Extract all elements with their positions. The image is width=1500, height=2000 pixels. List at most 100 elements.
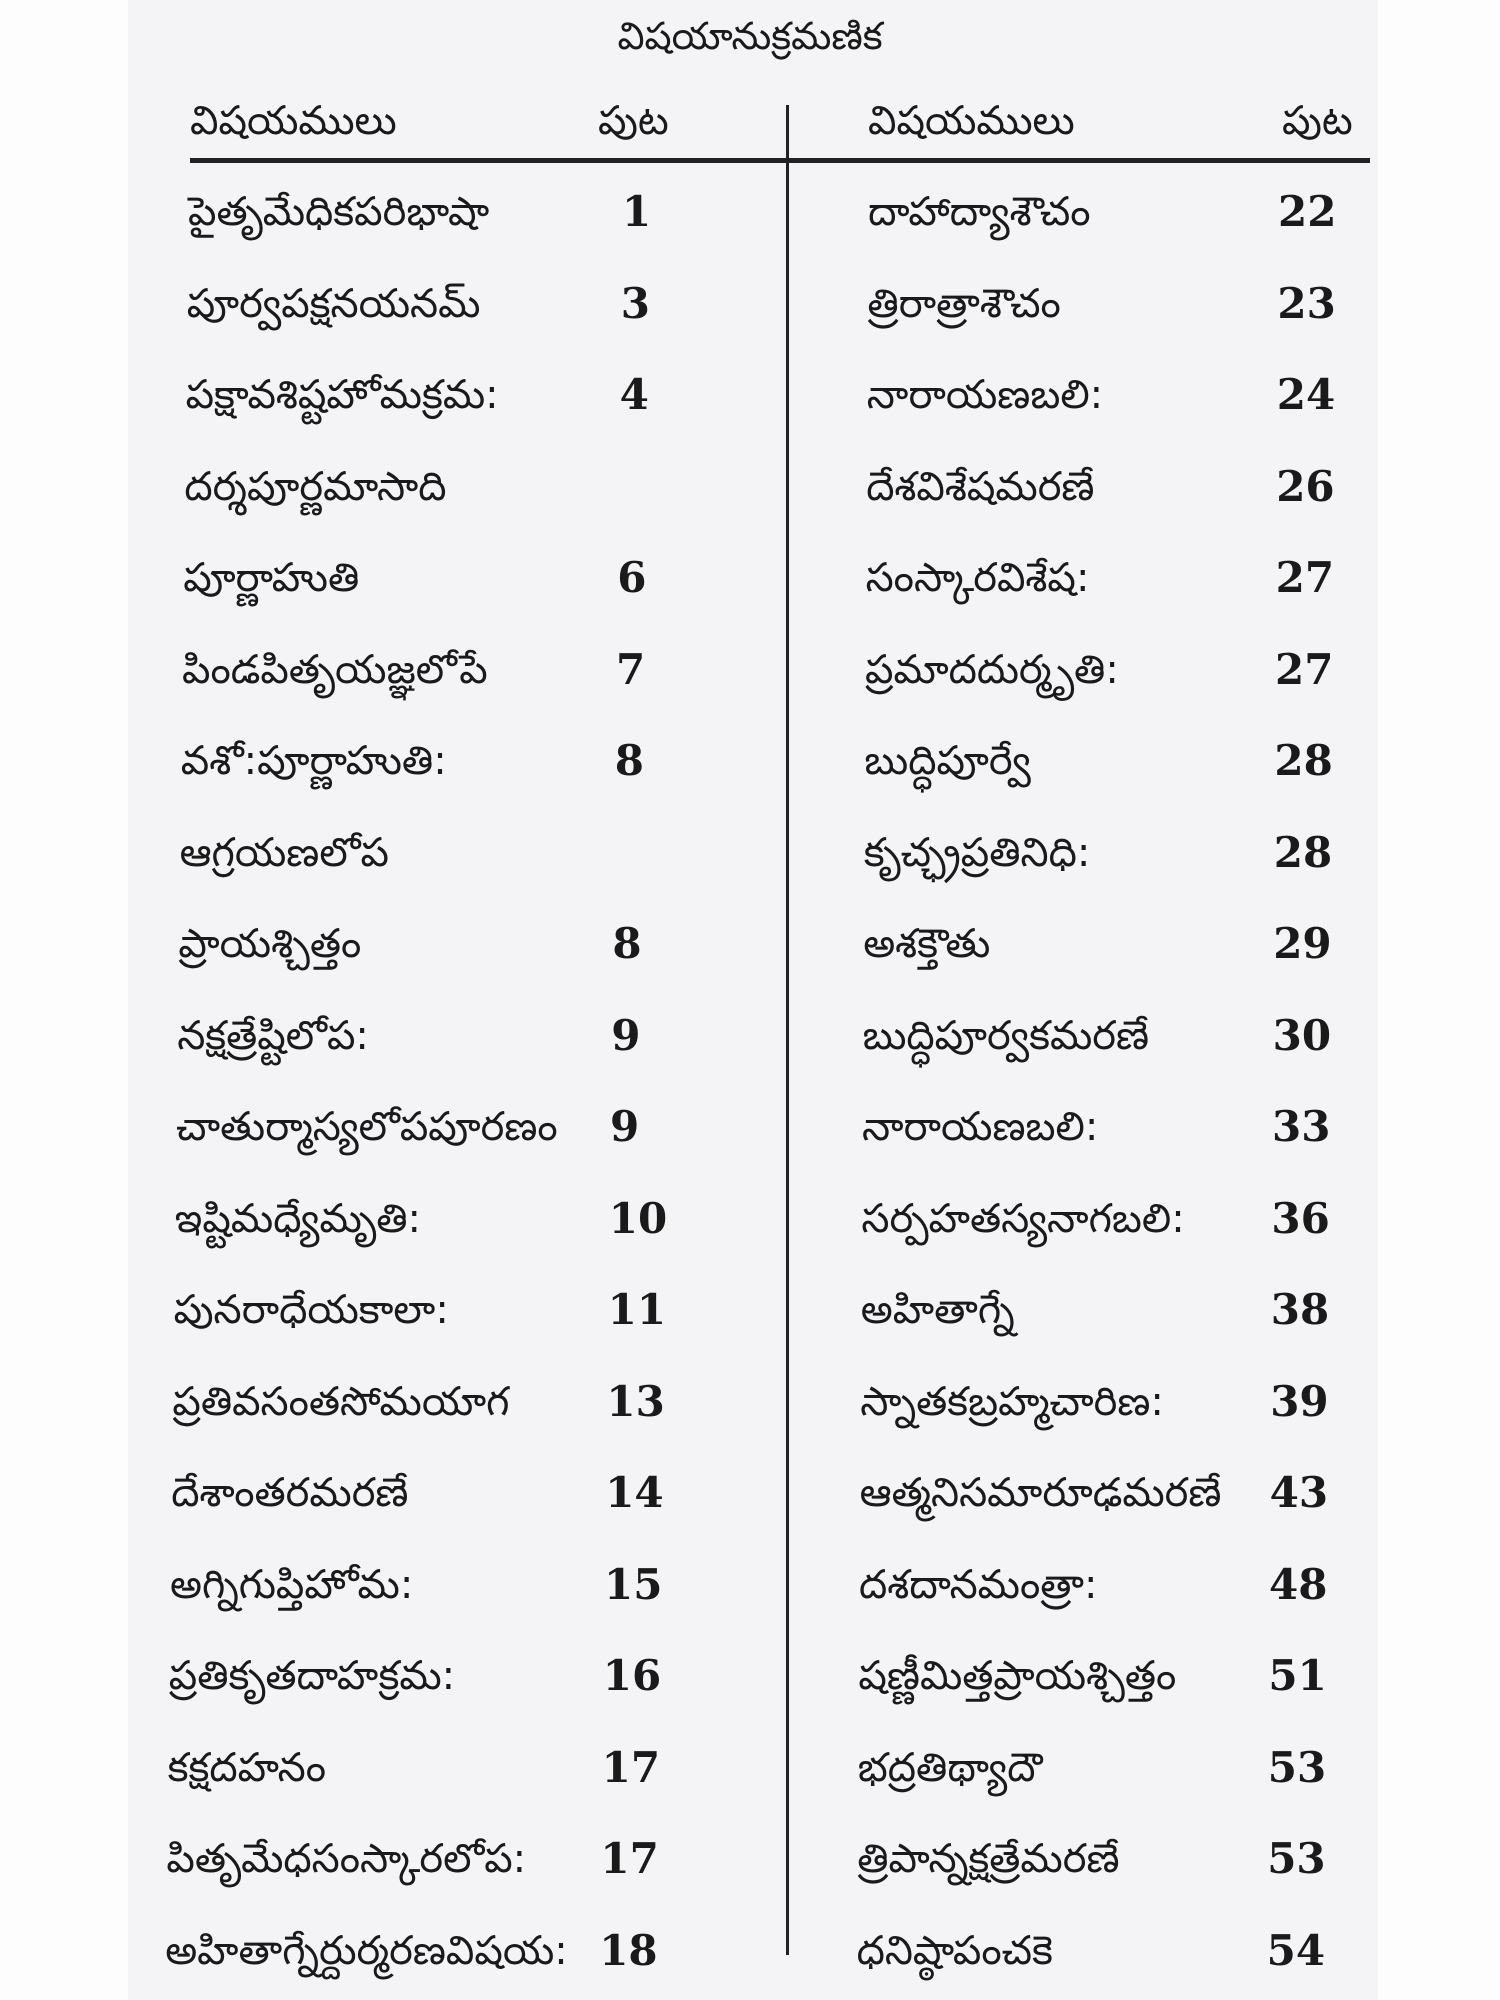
toc-topic: ప్రమాదదుర్మృతి: xyxy=(865,646,1119,693)
toc-topic: అహితాగ్నే xyxy=(860,1287,1015,1333)
toc-topic: ప్రతికృతదాహక్రమ: xyxy=(168,1653,456,1699)
toc-page-number: 24 xyxy=(1276,370,1336,419)
toc-topic: వశో:పూర్ణాహుతి: xyxy=(180,738,447,784)
toc-topic: త్రిరాత్రాశౌచం xyxy=(867,280,1061,327)
toc-page-number: 22 xyxy=(1278,187,1337,236)
toc-topic: పిండపితృయజ్ఞలోపే xyxy=(182,646,488,693)
toc-entry: ప్రతివసంతసోమయాగ 13 xyxy=(172,1362,744,1442)
toc-page-number: 10 xyxy=(608,1193,668,1243)
toc-page-number: 17 xyxy=(600,1834,659,1883)
toc-topic: నారాయణబలి: xyxy=(866,372,1104,418)
toc-topic: పూర్ణాహుతి xyxy=(183,555,360,601)
column-divider xyxy=(786,105,789,1955)
toc-page-number: 51 xyxy=(1268,1651,1327,1700)
toc-page-number: 8 xyxy=(614,736,645,785)
toc-page-number: 3 xyxy=(620,278,651,328)
toc-entry: దేశవిశేషమరణే 26 xyxy=(866,447,1368,527)
toc-entry: అశక్తౌతు 29 xyxy=(863,904,1365,984)
toc-topic: నారాయణబలి: xyxy=(862,1104,1099,1150)
toc-entry: దేశాంతరమరణే 14 xyxy=(171,1453,743,1533)
toc-topic: దేశాంతరమరణే xyxy=(171,1470,409,1516)
toc-entry: ప్రమాదదుర్మృతి: 27 xyxy=(865,630,1367,710)
toc-page-number: 33 xyxy=(1272,1102,1331,1151)
toc-topic: అహితాగ్నేర్దుర్మరణవిషయ: xyxy=(165,1927,568,1974)
toc-page-number: 53 xyxy=(1267,1742,1327,1792)
toc-entry: బుద్ధిపూర్వే 28 xyxy=(864,721,1366,801)
toc-entry: పితృమేధసంస్కారలోప: 17 xyxy=(166,1819,738,1899)
toc-entry: దాహాద్యాశౌచం 22 xyxy=(868,172,1370,252)
toc-topic: ప్రతివసంతసోమయాగ xyxy=(172,1378,510,1425)
toc-entry: చాతుర్మాస్యలోపపూరణం 9 xyxy=(176,1087,748,1167)
toc-entry: ఆత్మనిసమారూఢమరణే 43 xyxy=(860,1453,1362,1533)
toc-page-number: 48 xyxy=(1269,1559,1328,1609)
toc-entry: పూర్వపక్షనయనమ్ 3 xyxy=(187,264,759,344)
toc-topic: దర్శపూర్ణమాసాది xyxy=(184,463,447,510)
toc-entry: నారాయణబలి: 33 xyxy=(862,1087,1364,1167)
toc-page-number: 18 xyxy=(599,1925,658,1975)
toc-page-number: 15 xyxy=(604,1559,663,1609)
toc-topic: చాతుర్మాస్యలోపపూరణం xyxy=(176,1104,558,1150)
toc-page-number: 28 xyxy=(1273,827,1333,877)
toc-entry: నారాయణబలి: 24 xyxy=(867,355,1369,435)
toc-entry: పిండపితృయజ్ఞలోపే 7 xyxy=(182,630,754,710)
toc-page-number: 17 xyxy=(601,1742,661,1792)
toc-topic: సర్పహతస్యనాగబలి: xyxy=(861,1195,1185,1242)
toc-entry: నక్షత్రేష్టిలోప: 9 xyxy=(177,996,749,1076)
toc-page-number: 13 xyxy=(606,1376,665,1426)
toc-entry: దర్శపూర్ణమాసాది xyxy=(184,447,756,527)
toc-topic: దాహాద్యాశౌచం xyxy=(868,189,1091,235)
toc-entry: అహితాగ్నే 38 xyxy=(861,1270,1363,1350)
toc-topic: పక్షావశిష్టహోమక్రమ: xyxy=(185,372,499,418)
toc-topic: పితృమేధసంస్కారలోప: xyxy=(166,1836,527,1882)
toc-page-number: 9 xyxy=(611,1010,641,1060)
toc-topic: అశక్తౌతు xyxy=(863,921,991,967)
toc-page-number: 27 xyxy=(1275,644,1334,694)
toc-topic: ఆత్మనిసమారూఢమరణే xyxy=(859,1470,1222,1516)
toc-entry: ప్రతికృతదాహక్రమ: 16 xyxy=(169,1636,741,1716)
toc-page-number: 23 xyxy=(1277,278,1336,328)
toc-entry: వశో:పూర్ణాహుతి: 8 xyxy=(181,721,753,801)
toc-entry: ప్రాయశ్చిత్తం 8 xyxy=(178,904,750,984)
toc-entry: ఇష్టిమధ్యేమృతి: 10 xyxy=(175,1179,747,1259)
toc-entry: కక్షదహనం 17 xyxy=(168,1728,740,1808)
toc-topic: సంస్కారవిశేష: xyxy=(865,555,1090,601)
toc-topic: త్రిపాన్నక్షత్రేమరణే xyxy=(857,1836,1120,1882)
toc-page-number: 54 xyxy=(1266,1925,1326,1975)
toc-page-number: 36 xyxy=(1271,1193,1330,1243)
toc-entry: ధనిష్ఠాపంచకె 54 xyxy=(857,1911,1359,1991)
toc-topic: కక్షదహనం xyxy=(167,1744,327,1791)
toc-entry: సంస్కారవిశేష: 27 xyxy=(866,538,1368,618)
header-rule xyxy=(190,158,1370,163)
toc-topic: ఇష్టిమధ్యేమృతి: xyxy=(174,1195,421,1242)
toc-topic: అగ్నిగుప్తిహోమ: xyxy=(170,1561,414,1608)
toc-entry: దశదానమంత్రా: 48 xyxy=(859,1545,1361,1625)
toc-page-number: 28 xyxy=(1274,736,1333,785)
toc-page-number: 7 xyxy=(616,644,646,694)
toc-page-number: 1 xyxy=(622,187,652,236)
toc-topic: ఆగ్రయణలోప xyxy=(179,829,389,876)
toc-entry: పూర్ణాహుతి 6 xyxy=(183,538,755,618)
toc-topic: స్నాతకబ్రహ్మచారిణ: xyxy=(860,1378,1164,1425)
page-background xyxy=(128,0,1378,2000)
toc-topic: నక్షత్రేష్టిలోప: xyxy=(177,1012,369,1059)
toc-topic: భద్రతిథ్యాదౌ xyxy=(857,1744,1043,1791)
toc-page-number: 29 xyxy=(1273,919,1332,968)
page-title: విషయానుక్రమణిక xyxy=(617,14,883,58)
right-page-header: పుట xyxy=(1282,98,1353,144)
toc-entry: అగ్నిగుప్తిహోమ: 15 xyxy=(170,1545,742,1625)
toc-entry: స్నాతకబ్రహ్మచారిణ: 39 xyxy=(860,1362,1362,1442)
toc-page-number: 30 xyxy=(1272,1010,1332,1060)
toc-topic: ధనిష్ఠాపంచకె xyxy=(856,1927,1053,1974)
toc-topic: పూర్వపక్షనయనమ్ xyxy=(186,280,481,327)
toc-entry: భద్రతిథ్యాదౌ 53 xyxy=(858,1728,1360,1808)
toc-page-number: 39 xyxy=(1270,1376,1329,1426)
toc-entry: సర్పహతస్యనాగబలి: 36 xyxy=(861,1179,1363,1259)
toc-entry: పైతృమేధికపరిభాషా 1 xyxy=(188,172,760,252)
toc-entry: షణ్ణీమిత్తప్రాయశ్చిత్తం 51 xyxy=(858,1636,1360,1716)
toc-topic: కృచ్ఛ్రప్రతినిధి: xyxy=(863,829,1091,876)
toc-page-number: 8 xyxy=(612,919,642,968)
toc-entry: పునరాధేయకాలా: 11 xyxy=(174,1270,746,1350)
toc-page-number: 16 xyxy=(602,1651,662,1700)
toc-topic: పైతృమేధికపరిభాషా xyxy=(188,189,490,235)
toc-page-number: 11 xyxy=(607,1285,667,1334)
